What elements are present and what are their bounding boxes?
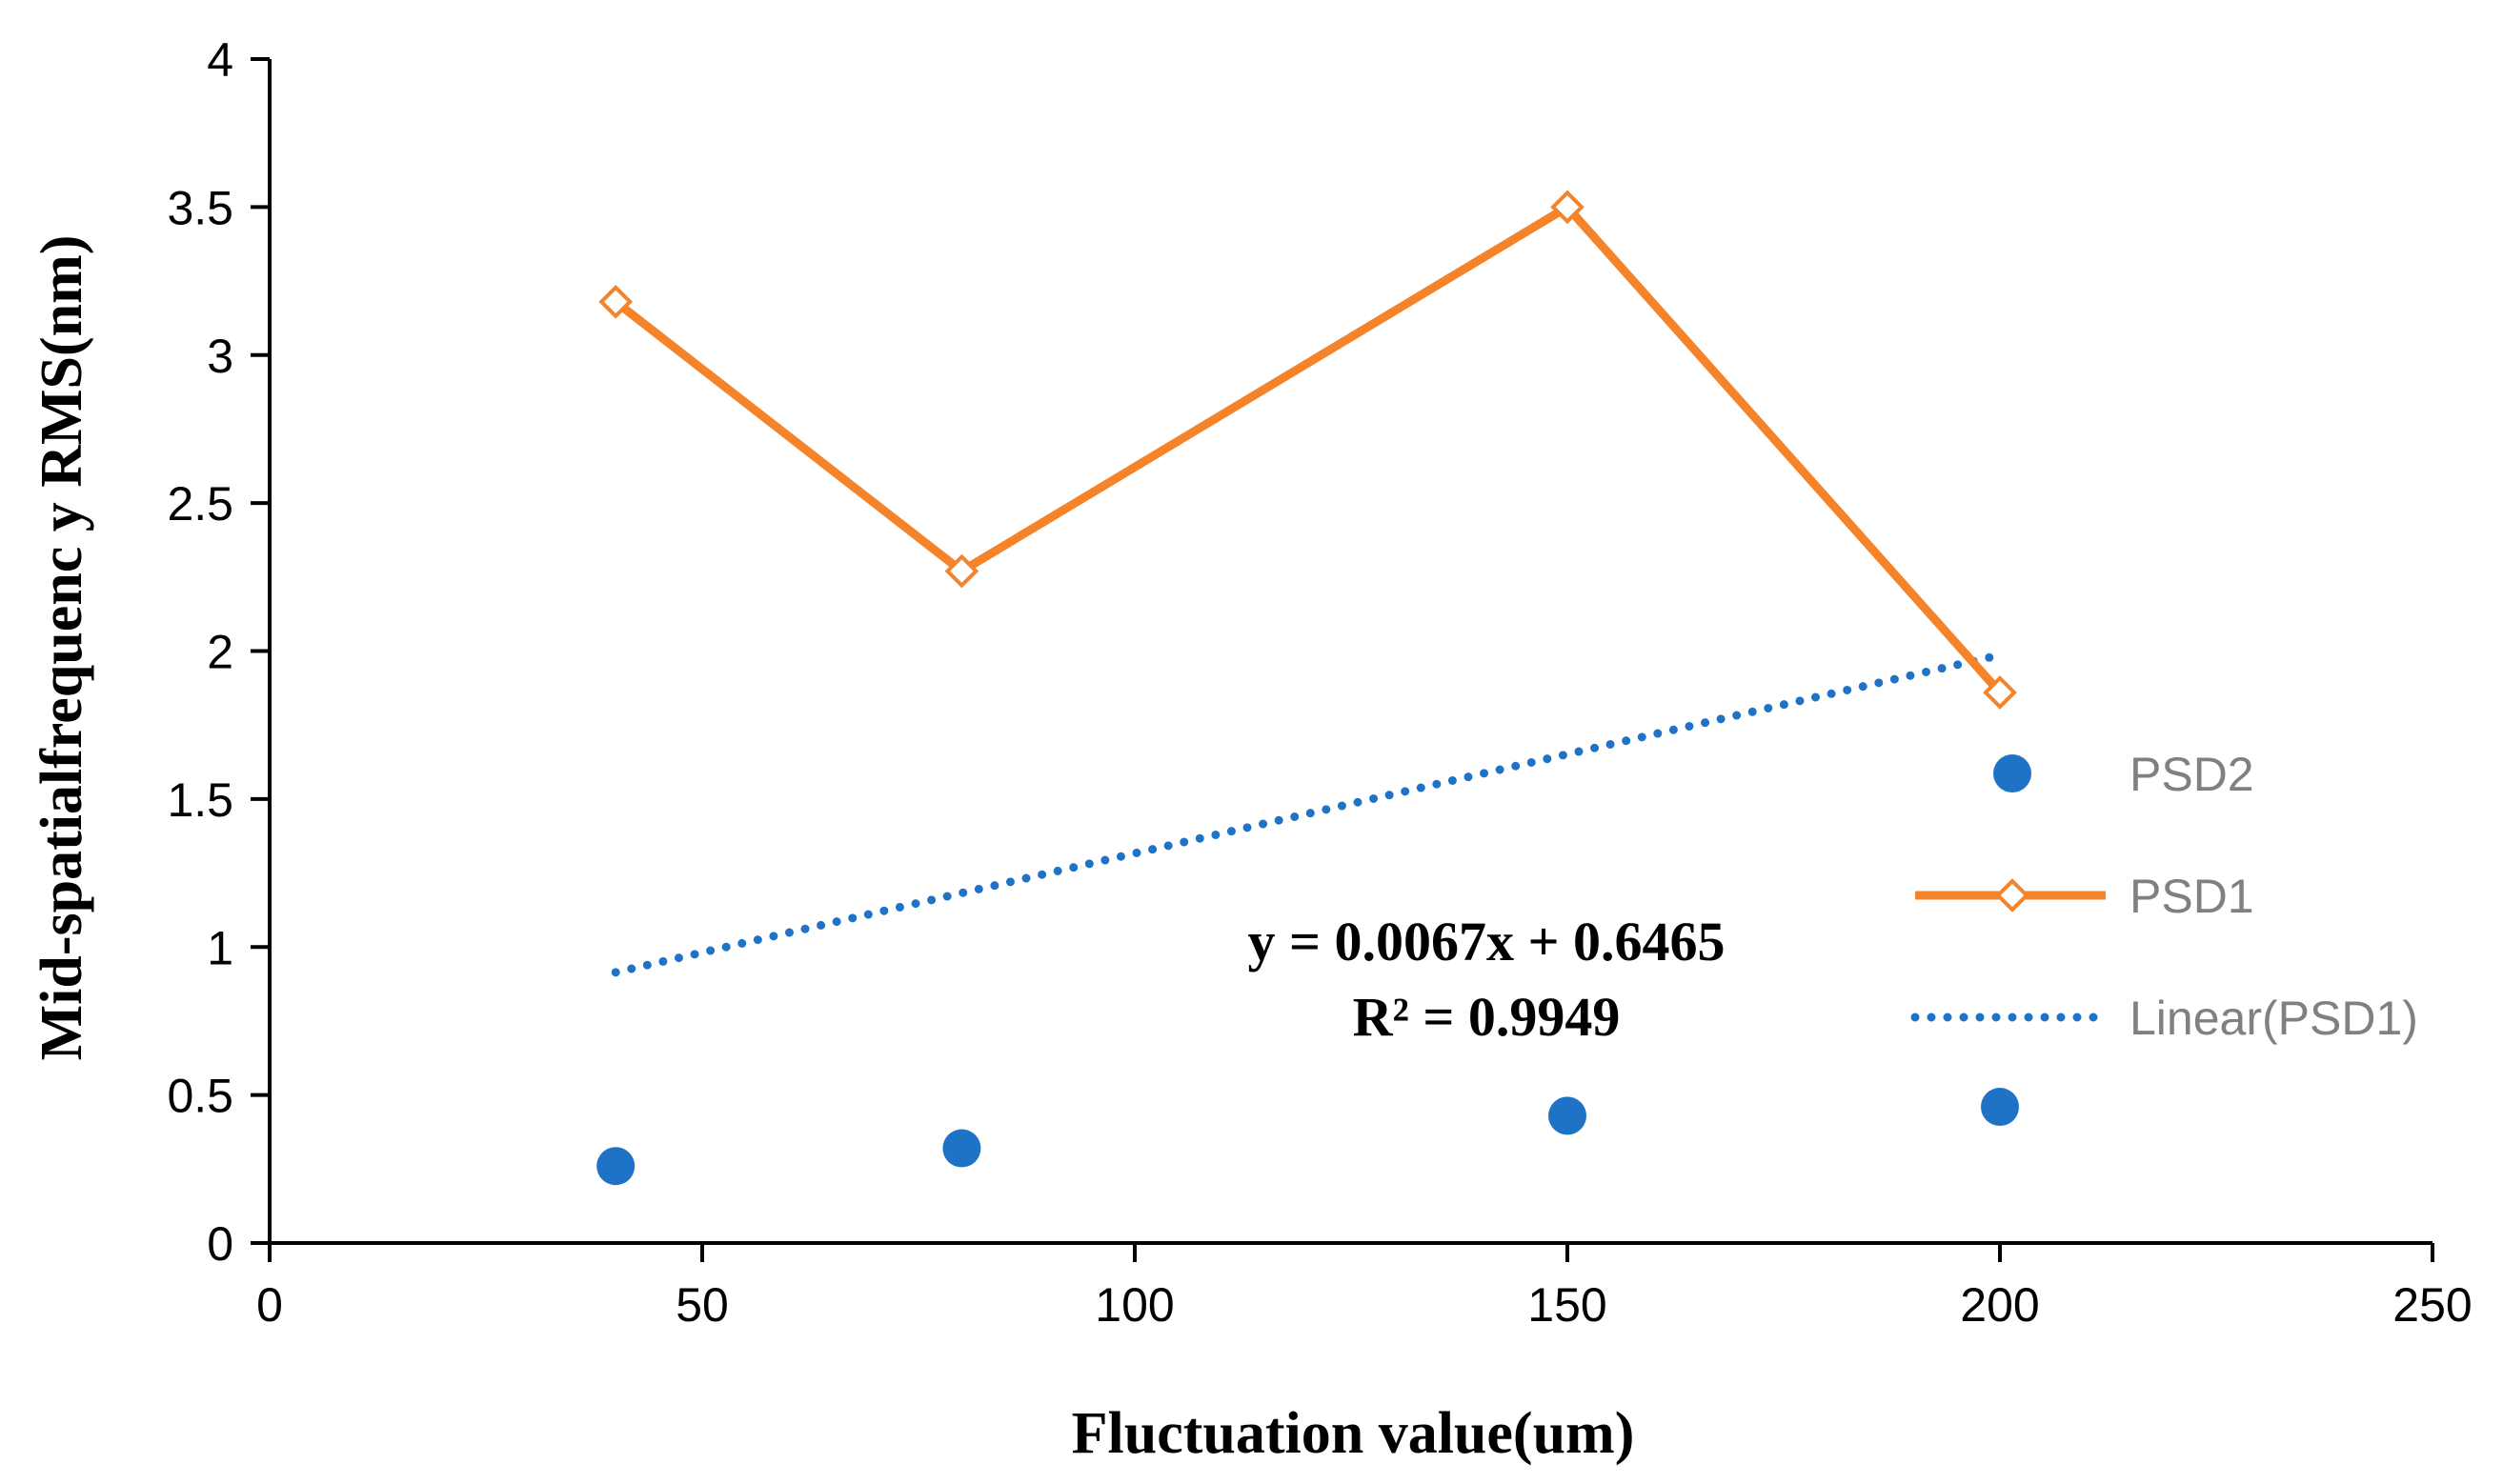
x-axis-title: Fluctuation value(um) <box>1072 1401 1635 1466</box>
x-tick-label: 50 <box>676 1278 729 1332</box>
ticks: 0 50 100 150 200 250 0 0.5 1 1.5 2 2.5 3 3.5 4 <box>167 33 2472 1332</box>
y-tick-label: 0 <box>207 1217 233 1271</box>
legend-label: PSD2 <box>2130 748 2254 801</box>
y-tick-label: 3.5 <box>167 181 233 234</box>
x-tick-label: 0 <box>256 1278 283 1332</box>
psd1-line <box>613 202 2004 695</box>
psd1-point <box>1550 190 1585 225</box>
legend-psd2-marker <box>1993 754 2031 792</box>
psd1-point <box>944 553 979 589</box>
series <box>596 190 2019 1186</box>
y-tick-label: 4 <box>207 33 233 87</box>
y-tick-label: 2.5 <box>167 477 233 531</box>
axes <box>268 59 2432 1245</box>
y-tick-label: 1.5 <box>167 773 233 827</box>
y-tick-label: 0.5 <box>167 1070 233 1123</box>
trendline-r-squared: R² = 0.9949 <box>1353 986 1621 1048</box>
psd2-point <box>1548 1096 1586 1135</box>
psd1-point <box>598 284 634 319</box>
y-tick-label: 2 <box>207 626 233 679</box>
x-tick-label: 200 <box>1960 1278 2039 1332</box>
legend-psd1-marker <box>1995 878 2029 912</box>
x-tick-label: 150 <box>1527 1278 1606 1332</box>
legend: PSD2 PSD1 Linear(PSD1) <box>1910 748 2418 1045</box>
legend-label: PSD1 <box>2130 870 2254 923</box>
psd2-point <box>596 1147 636 1186</box>
psd1-point <box>1983 675 2017 710</box>
trendline <box>611 651 2005 977</box>
y-tick-label: 3 <box>207 330 233 383</box>
x-tick-label: 250 <box>2392 1278 2472 1332</box>
y-axis-title: Mid-spatialfrequenc y RMS(nm) <box>30 235 94 1061</box>
legend-label: Linear(PSD1) <box>2130 992 2418 1045</box>
psd2-point <box>1981 1088 2019 1127</box>
y-tick-label: 1 <box>207 921 233 974</box>
x-tick-label: 100 <box>1095 1278 1174 1332</box>
psd2-point <box>942 1129 981 1168</box>
trendline-equation: y = 0.0067x + 0.6465 <box>1247 911 1725 973</box>
